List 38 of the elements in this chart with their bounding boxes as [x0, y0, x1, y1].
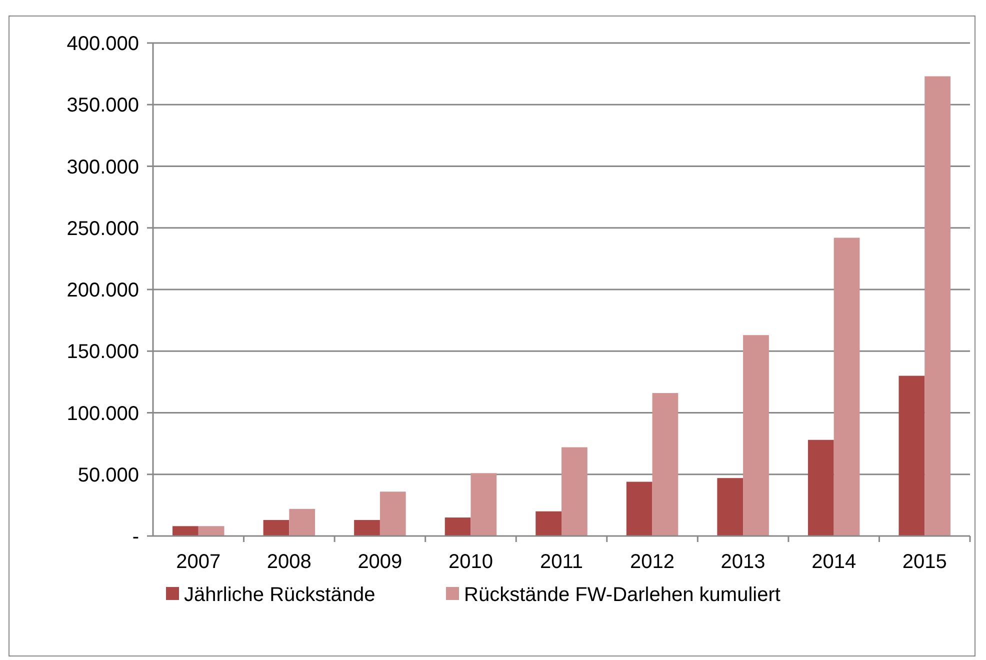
bar [354, 520, 380, 536]
x-tick-label: 2009 [358, 551, 402, 573]
x-tick-label: 2010 [448, 551, 493, 573]
legend-label: Rückstände FW-Darlehen kumuliert [464, 584, 781, 606]
bar [626, 482, 652, 536]
bar [444, 518, 471, 536]
x-tick-label: 2013 [720, 551, 766, 573]
bar [536, 511, 562, 536]
y-tick-label: - [132, 526, 139, 548]
x-tick-label: 2015 [902, 551, 947, 573]
y-tick-label: 200.000 [66, 280, 139, 302]
y-tick-label: 50.000 [78, 464, 139, 486]
x-tick-label: 2011 [540, 551, 584, 573]
y-tick-label: 100.000 [66, 402, 139, 425]
y-tick-label: 400.000 [66, 33, 139, 55]
bar [834, 238, 860, 536]
bar [289, 508, 316, 536]
x-tick-label: 2008 [266, 551, 312, 573]
y-tick-label: 150.000 [66, 341, 139, 364]
bar [924, 76, 950, 536]
y-tick-label: 250.000 [66, 218, 139, 240]
bar [743, 335, 769, 536]
bar [652, 393, 678, 536]
bar [198, 526, 224, 536]
bar [562, 447, 588, 536]
y-tick-label: 350.000 [66, 94, 139, 117]
bar [898, 376, 925, 536]
bar [808, 440, 834, 536]
bar [470, 473, 497, 536]
y-tick-label: 300.000 [66, 156, 139, 178]
x-tick-label: 2012 [630, 551, 675, 573]
bar [717, 478, 744, 536]
x-tick-label: 2007 [176, 551, 221, 573]
bar [172, 526, 198, 536]
legend-label: Jährliche Rückstände [184, 584, 376, 606]
bar [380, 492, 406, 536]
x-tick-label: 2014 [812, 551, 856, 573]
bar [263, 520, 290, 536]
